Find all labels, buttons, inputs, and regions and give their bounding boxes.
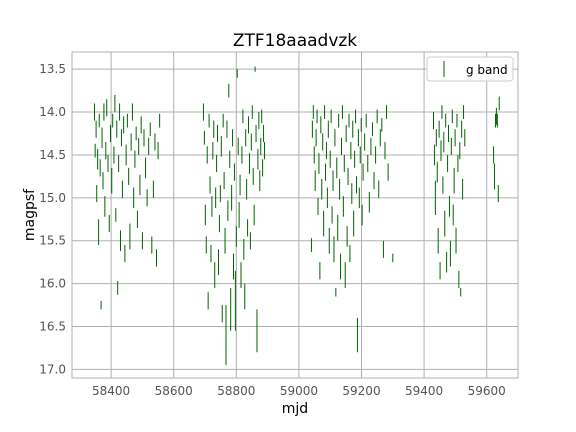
y-axis-label: magpsf xyxy=(22,188,38,241)
y-tick-label: 13.5 xyxy=(39,62,66,76)
y-tick-label: 14.0 xyxy=(39,105,66,119)
x-tick-label: 58800 xyxy=(217,384,255,398)
data-points xyxy=(94,66,500,366)
x-tick-label: 58600 xyxy=(155,384,193,398)
plot-frame xyxy=(71,51,519,379)
y-tick-label: 16.5 xyxy=(39,320,66,334)
x-tick-label: 59000 xyxy=(280,384,318,398)
y-tick-label: 15.0 xyxy=(39,191,66,205)
legend-label: g band xyxy=(466,63,508,77)
x-tick-label: 59200 xyxy=(342,384,380,398)
x-axis-label: mjd xyxy=(282,401,308,417)
x-tick-labels: 58400 58600 58800 59000 59200 59400 59600 xyxy=(92,384,506,398)
chart-title: ZTF18aaadvzk xyxy=(233,31,357,51)
grid-lines xyxy=(72,52,518,378)
legend-box xyxy=(426,56,514,82)
plot-area xyxy=(72,52,518,378)
y-tick-label: 15.5 xyxy=(39,234,66,248)
y-tick-label: 16.0 xyxy=(39,277,66,291)
y-tick-labels: 13.5 14.0 14.5 15.0 15.5 16.0 16.5 17.0 xyxy=(39,62,66,376)
y-tick-label: 14.5 xyxy=(39,148,66,162)
x-tick-label: 58400 xyxy=(92,384,130,398)
y-tick-label: 17.0 xyxy=(39,362,66,376)
legend: g band xyxy=(426,56,514,82)
x-tick-label: 59400 xyxy=(405,384,443,398)
x-tick-label: 59600 xyxy=(468,384,506,398)
